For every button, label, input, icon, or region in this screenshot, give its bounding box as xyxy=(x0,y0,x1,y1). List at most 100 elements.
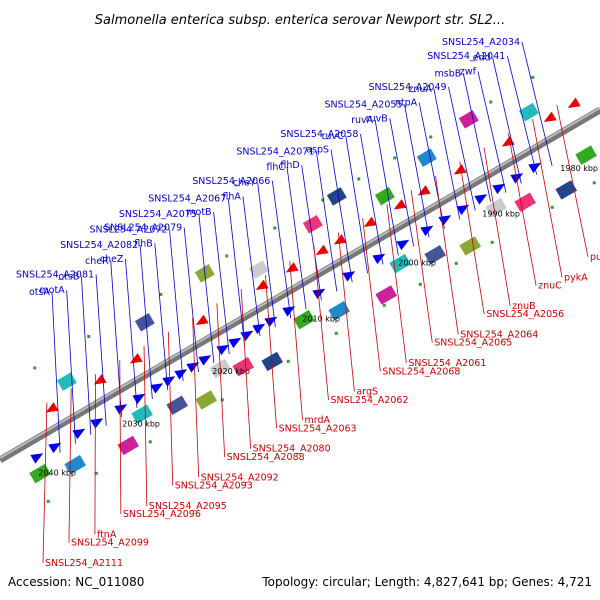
gene-label: aspS xyxy=(306,145,329,156)
reverse-arrow xyxy=(315,244,329,255)
leader-line xyxy=(169,229,184,382)
gene-label: SNSL254_A2111 xyxy=(45,558,123,569)
gene-block xyxy=(232,357,254,377)
gene-label: SNSL254_A2075 xyxy=(119,209,197,220)
gene-label: cheY xyxy=(233,178,256,189)
forward-arrow xyxy=(72,428,86,440)
reverse-arrow xyxy=(93,374,107,385)
gene-label: znuA xyxy=(408,84,432,95)
gene-label: otsA xyxy=(29,287,50,298)
gene-label: SNSL254_A2062 xyxy=(330,395,408,406)
gene-label: SNSL254_A2067 xyxy=(148,193,226,204)
gene-block xyxy=(195,390,217,410)
gene-block xyxy=(459,236,481,256)
leader-line xyxy=(483,147,511,306)
reverse-arrow xyxy=(255,279,269,290)
gene-block xyxy=(302,215,323,234)
gene-label: ftnA xyxy=(97,529,117,540)
gene-label: edd xyxy=(473,53,491,64)
gene-label: ruvB xyxy=(366,113,388,124)
gene-label: SNSL254_A2080 xyxy=(253,444,331,455)
gene-label: SNSL254_A2034 xyxy=(442,37,520,48)
leader-line xyxy=(386,204,407,364)
gene-label: SNSL254_A2041 xyxy=(427,51,505,62)
forward-arrow xyxy=(456,204,470,216)
marker-dot xyxy=(550,205,554,209)
leader-line xyxy=(477,71,507,193)
leader-line xyxy=(507,133,537,286)
reverse-arrow xyxy=(501,136,515,147)
leader-line xyxy=(435,175,459,335)
gene-label: flhA xyxy=(222,191,241,202)
leader-line xyxy=(198,213,215,364)
gene-block xyxy=(518,102,539,122)
gene-label: otsB xyxy=(58,271,79,282)
gene-label: motB xyxy=(186,207,211,218)
gene-block xyxy=(56,372,77,391)
leader-line xyxy=(271,180,292,319)
gene-label: SNSL254_A2063 xyxy=(279,423,357,434)
leader-line xyxy=(94,374,96,535)
leader-line xyxy=(313,246,329,400)
leader-line xyxy=(459,161,485,315)
marker-dot xyxy=(321,198,325,202)
gene-block xyxy=(261,351,283,372)
leader-line xyxy=(80,276,92,435)
leader-line xyxy=(337,232,355,392)
gene-block xyxy=(326,187,347,206)
leader-line xyxy=(68,388,72,543)
forward-arrow xyxy=(252,323,266,335)
marker-dot xyxy=(531,75,535,79)
tick-label: 1990 kbp xyxy=(482,209,520,218)
backbone-line xyxy=(0,106,600,464)
leader-line xyxy=(556,104,589,258)
gene-label: mrdA xyxy=(305,415,331,426)
genome-backbone xyxy=(0,106,600,464)
gene-block xyxy=(424,245,446,265)
forward-arrow xyxy=(132,393,146,405)
leader-line xyxy=(362,218,381,372)
forward-arrow xyxy=(198,355,212,366)
reverse-arrow xyxy=(543,111,557,122)
leader-line xyxy=(227,198,245,346)
gene-label: SNSL254_A2049 xyxy=(369,82,447,93)
marker-dot xyxy=(33,366,37,370)
leader-line xyxy=(389,118,415,247)
marker-dot xyxy=(286,359,290,363)
leader-line xyxy=(301,165,322,301)
marker-dot xyxy=(454,261,458,265)
forward-arrow xyxy=(48,442,62,454)
gene-label: SNSL254_A2072 xyxy=(89,225,167,236)
leader-line xyxy=(532,119,563,278)
forward-arrow xyxy=(174,369,188,380)
gene-label: SNSL254_A2099 xyxy=(71,538,149,549)
gene-label: flhD xyxy=(280,160,299,171)
leader-line xyxy=(521,41,553,166)
gene-block xyxy=(374,186,395,206)
forward-arrow xyxy=(282,306,296,317)
leader-line xyxy=(66,290,76,444)
gene-block xyxy=(575,145,597,165)
gene-label: ruvA xyxy=(351,115,374,126)
leader-line xyxy=(119,360,122,515)
marker-dot xyxy=(418,282,422,286)
reverse-arrow xyxy=(129,353,143,364)
forward-arrow xyxy=(162,376,176,387)
reverse-arrow xyxy=(45,402,59,413)
forward-arrow xyxy=(510,173,524,184)
leader-line xyxy=(51,291,61,453)
leader-line xyxy=(192,317,200,478)
marker-dot xyxy=(393,156,397,160)
gene-label: cheZ xyxy=(100,254,124,265)
leader-line xyxy=(242,196,261,337)
forward-arrow xyxy=(30,453,44,464)
leader-line xyxy=(42,402,48,564)
marker-dot xyxy=(94,471,98,475)
leader-line xyxy=(154,243,169,390)
label-leaders xyxy=(42,41,589,564)
gene-label: SNSL254_A2096 xyxy=(123,509,201,520)
reverse-arrow xyxy=(363,216,377,227)
gene-block xyxy=(134,313,155,332)
accession-text: Accession: NC_011080 xyxy=(8,575,144,589)
